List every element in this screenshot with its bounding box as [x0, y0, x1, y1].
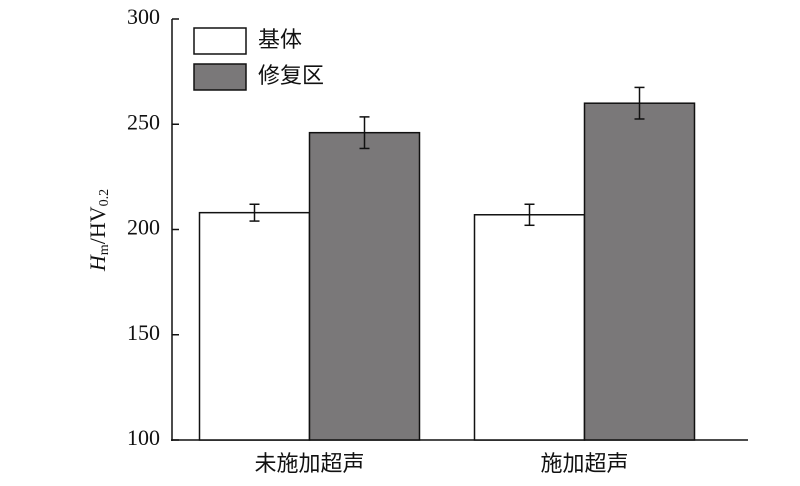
- y-tick-label: 300: [127, 4, 160, 29]
- error-bar: [634, 86, 645, 120]
- y-label-symbol: H: [85, 254, 110, 272]
- bar: [308, 131, 421, 441]
- error-bar: [359, 116, 370, 150]
- y-label-symbol-sub: m: [97, 244, 112, 255]
- error-bar: [524, 203, 535, 227]
- y-axis-label: Hm/HV0.2: [85, 189, 112, 272]
- bar: [198, 211, 311, 441]
- x-tick-label: 施加超声: [540, 451, 628, 476]
- legend-swatch: [193, 27, 247, 55]
- x-tick-label: 未施加超声: [254, 451, 364, 476]
- bar: [583, 102, 696, 441]
- y-label-unit: /HV: [85, 206, 110, 244]
- error-bar: [249, 203, 260, 222]
- y-tick-label: 150: [127, 320, 160, 345]
- y-tick-label: 100: [127, 425, 160, 450]
- bar: [473, 214, 586, 441]
- y-tick-label: 200: [127, 215, 160, 240]
- legend-swatch: [193, 63, 247, 91]
- legend-label: 基体: [258, 27, 302, 52]
- y-label-unit-sub: 0.2: [97, 189, 112, 207]
- y-tick-label: 250: [127, 109, 160, 134]
- legend-label: 修复区: [258, 63, 324, 88]
